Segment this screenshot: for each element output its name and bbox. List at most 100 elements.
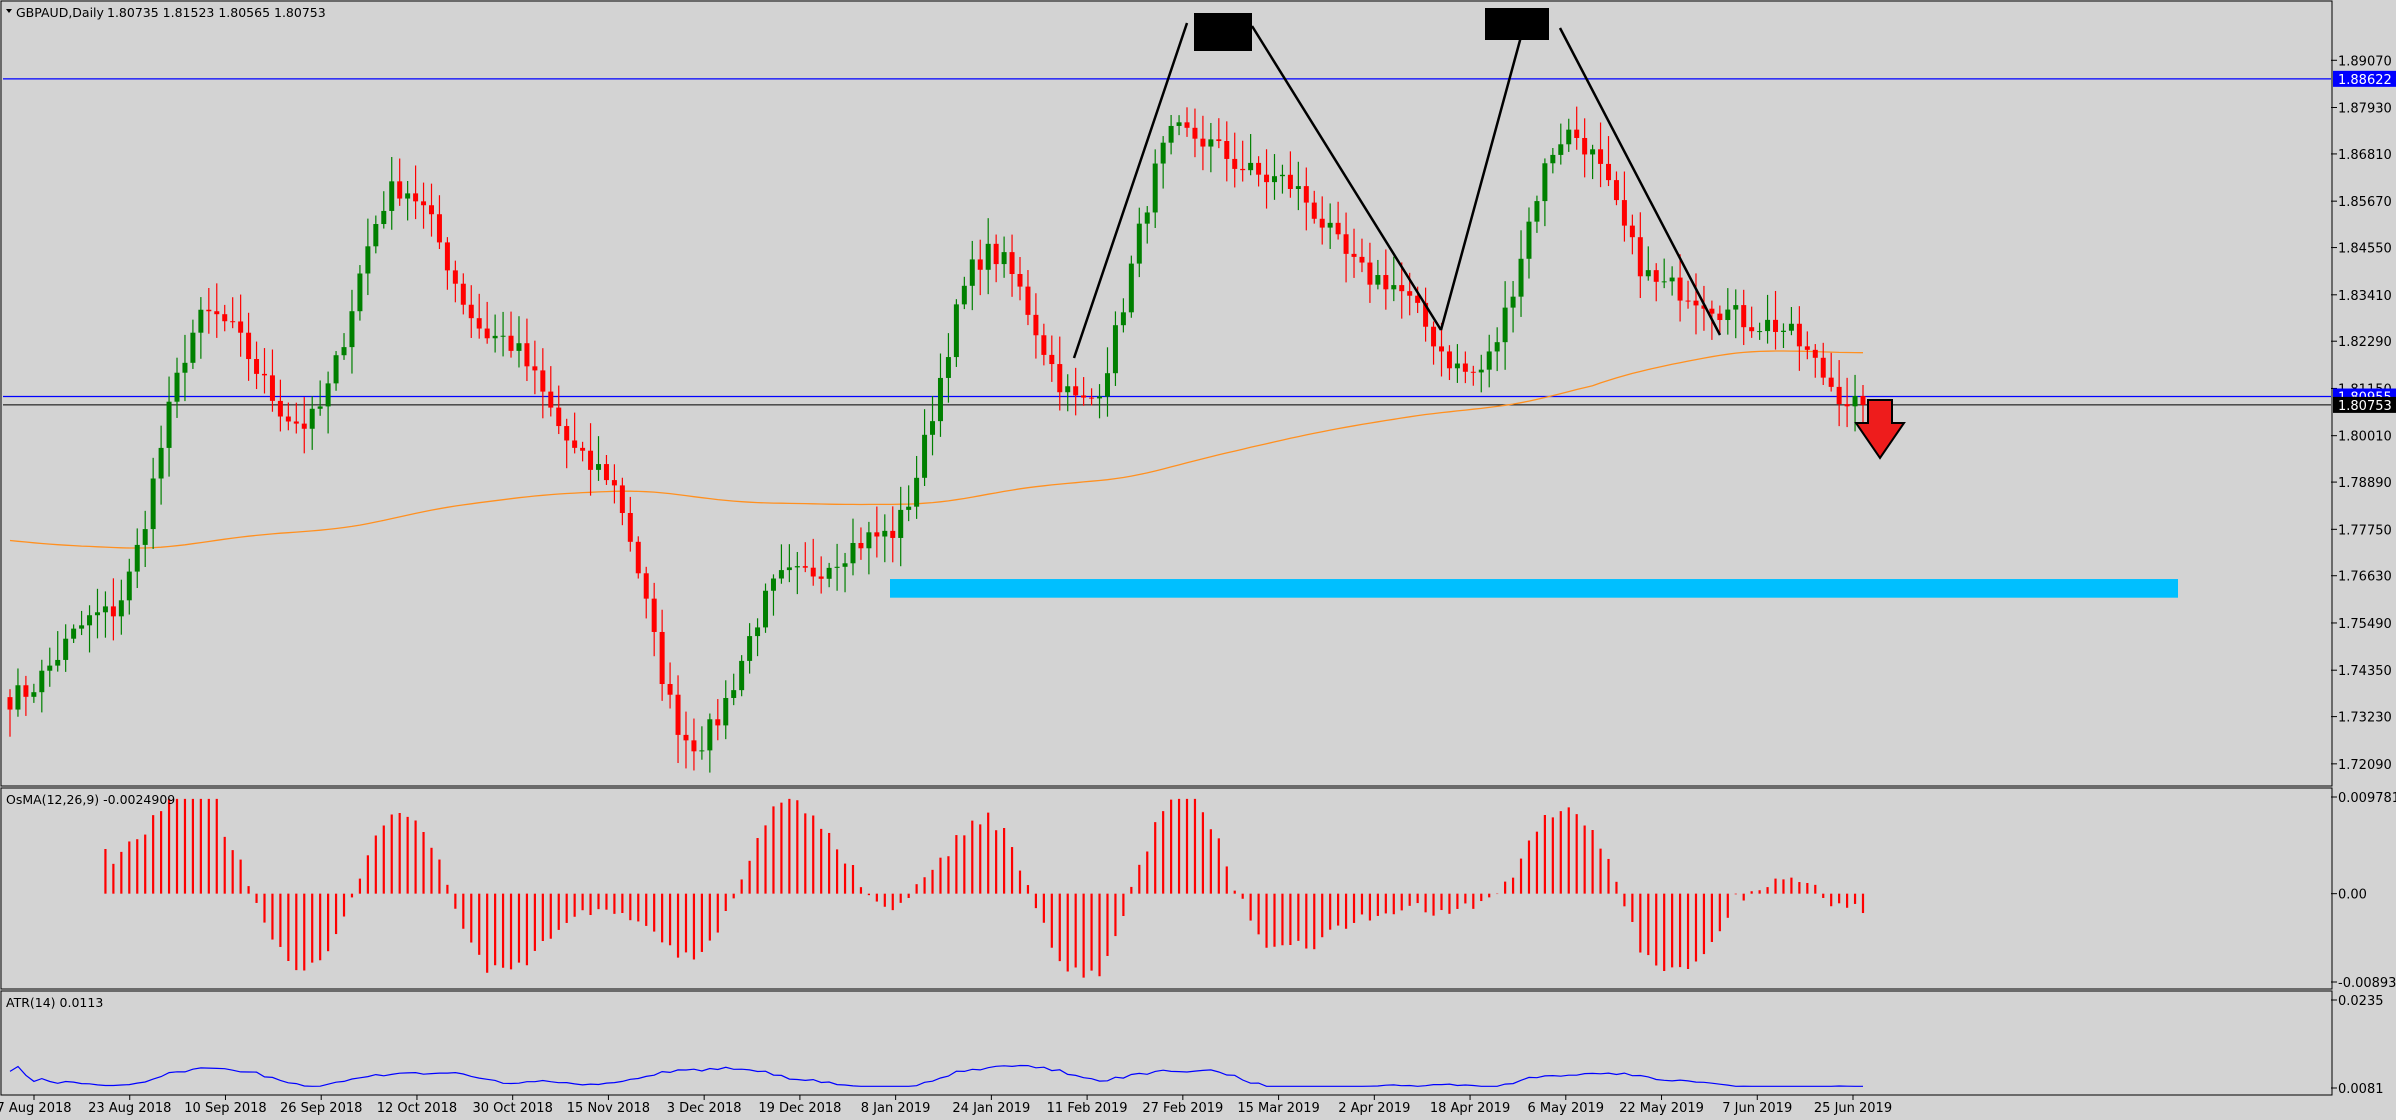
- candle[interactable]: [1399, 262, 1405, 319]
- candle[interactable]: [421, 182, 427, 229]
- candle[interactable]: [1128, 255, 1134, 318]
- candle[interactable]: [158, 425, 164, 505]
- candle[interactable]: [1327, 203, 1333, 249]
- candle[interactable]: [1757, 322, 1763, 340]
- candle[interactable]: [317, 380, 323, 416]
- candle[interactable]: [1081, 377, 1087, 406]
- candle[interactable]: [1271, 154, 1277, 200]
- candle[interactable]: [468, 285, 474, 338]
- candle[interactable]: [1470, 365, 1476, 386]
- candle[interactable]: [1049, 335, 1055, 382]
- candle[interactable]: [182, 334, 188, 402]
- candle[interactable]: [444, 237, 450, 290]
- candle[interactable]: [1669, 266, 1675, 296]
- candle[interactable]: [1773, 290, 1779, 350]
- collapse-triangle-icon[interactable]: [6, 9, 12, 13]
- candle[interactable]: [866, 521, 872, 575]
- atr-panel[interactable]: [0, 990, 2333, 1096]
- candle[interactable]: [969, 240, 975, 311]
- candle[interactable]: [1303, 167, 1309, 231]
- candle[interactable]: [540, 348, 546, 419]
- candle[interactable]: [285, 402, 291, 431]
- candle[interactable]: [1478, 354, 1484, 393]
- candle[interactable]: [301, 397, 307, 454]
- candle[interactable]: [405, 180, 411, 221]
- candle[interactable]: [1160, 136, 1166, 189]
- candle[interactable]: [1375, 259, 1381, 290]
- candle[interactable]: [1264, 149, 1270, 209]
- candle[interactable]: [1645, 246, 1651, 281]
- candle[interactable]: [246, 312, 252, 381]
- candle[interactable]: [1558, 123, 1564, 165]
- candle[interactable]: [1462, 351, 1468, 384]
- candle[interactable]: [643, 566, 649, 619]
- candle[interactable]: [1446, 345, 1452, 381]
- candle[interactable]: [349, 289, 355, 374]
- candle[interactable]: [190, 319, 196, 369]
- candle[interactable]: [476, 293, 482, 339]
- candle[interactable]: [532, 340, 538, 395]
- candle[interactable]: [1534, 195, 1540, 233]
- candle[interactable]: [1367, 242, 1373, 303]
- candle[interactable]: [174, 357, 180, 418]
- candle[interactable]: [1566, 118, 1572, 152]
- candle[interactable]: [627, 496, 633, 552]
- candle[interactable]: [802, 542, 808, 573]
- candle[interactable]: [357, 265, 363, 321]
- candle[interactable]: [739, 655, 745, 697]
- candle[interactable]: [63, 624, 69, 672]
- candle[interactable]: [882, 514, 888, 563]
- candle[interactable]: [723, 680, 729, 740]
- candle[interactable]: [309, 396, 315, 450]
- candle[interactable]: [1232, 132, 1238, 188]
- candle[interactable]: [810, 538, 816, 586]
- candle[interactable]: [7, 689, 13, 737]
- candle[interactable]: [79, 610, 85, 636]
- candle[interactable]: [428, 183, 434, 237]
- candle[interactable]: [619, 477, 625, 526]
- candle[interactable]: [1677, 254, 1683, 322]
- candle[interactable]: [1216, 118, 1222, 149]
- candle[interactable]: [993, 234, 999, 283]
- candle[interactable]: [1287, 151, 1293, 198]
- candle[interactable]: [365, 218, 371, 296]
- candle[interactable]: [1765, 294, 1771, 344]
- candle[interactable]: [1510, 281, 1516, 333]
- candle[interactable]: [603, 454, 609, 485]
- candle[interactable]: [906, 485, 912, 522]
- candle[interactable]: [94, 588, 100, 639]
- candle[interactable]: [492, 314, 498, 353]
- candle[interactable]: [914, 455, 920, 519]
- candle[interactable]: [922, 409, 928, 487]
- candle[interactable]: [874, 506, 880, 558]
- candle[interactable]: [1693, 273, 1699, 335]
- candle[interactable]: [596, 436, 602, 481]
- candle[interactable]: [1423, 287, 1429, 342]
- candle[interactable]: [1454, 344, 1460, 383]
- candle[interactable]: [556, 385, 562, 435]
- candle[interactable]: [635, 536, 641, 579]
- candle[interactable]: [1439, 322, 1445, 377]
- candle[interactable]: [516, 316, 522, 368]
- candle[interactable]: [1248, 134, 1254, 176]
- candle[interactable]: [222, 304, 228, 332]
- candle[interactable]: [1733, 289, 1739, 339]
- candle[interactable]: [1542, 158, 1548, 227]
- candle[interactable]: [898, 486, 904, 567]
- candle[interactable]: [794, 551, 800, 595]
- candle[interactable]: [373, 215, 379, 254]
- candle[interactable]: [611, 464, 617, 504]
- candle[interactable]: [572, 412, 578, 454]
- candle[interactable]: [1717, 305, 1723, 333]
- candle[interactable]: [1844, 377, 1850, 428]
- candle[interactable]: [826, 562, 832, 588]
- candle[interactable]: [1383, 249, 1389, 310]
- candle[interactable]: [1574, 106, 1580, 150]
- candle[interactable]: [126, 558, 132, 615]
- candle[interactable]: [1057, 336, 1063, 411]
- candle[interactable]: [691, 718, 697, 771]
- candle[interactable]: [1200, 115, 1206, 171]
- candle[interactable]: [277, 379, 283, 432]
- candle[interactable]: [261, 348, 267, 394]
- candle[interactable]: [659, 609, 665, 701]
